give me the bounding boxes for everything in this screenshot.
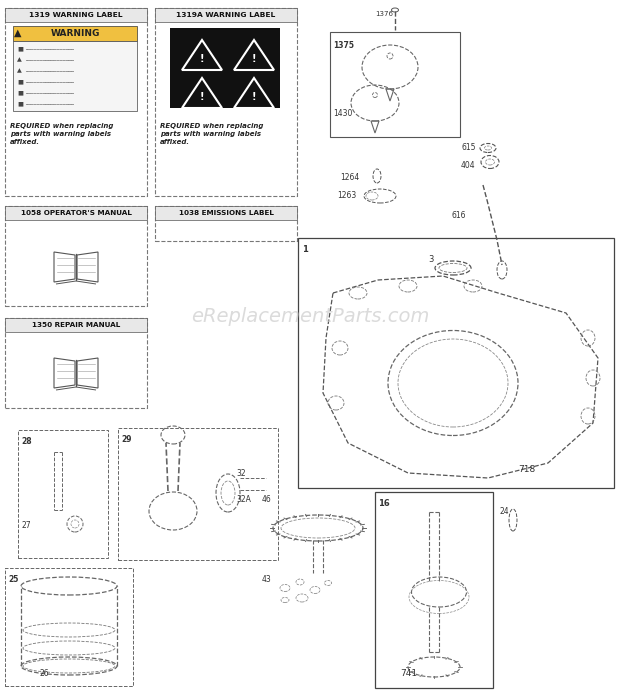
Text: !: ! — [200, 92, 204, 102]
Text: !: ! — [200, 54, 204, 64]
Bar — [330, 32, 460, 137]
Text: ─────────────────: ───────────────── — [25, 101, 74, 107]
Text: 1319 WARNING LABEL: 1319 WARNING LABEL — [29, 12, 123, 18]
Text: 26: 26 — [40, 669, 50, 678]
Text: 1264: 1264 — [340, 173, 359, 182]
Bar — [155, 206, 297, 241]
Bar — [13, 41, 137, 111]
Text: ─────────────────: ───────────────── — [25, 69, 74, 73]
Text: ■: ■ — [17, 91, 23, 96]
Text: 1263: 1263 — [337, 191, 356, 200]
Text: REQUIRED when replacing
parts with warning labels
affixed.: REQUIRED when replacing parts with warni… — [10, 123, 113, 145]
Text: 1: 1 — [302, 245, 308, 254]
Text: 1058 OPERATOR'S MANUAL: 1058 OPERATOR'S MANUAL — [20, 210, 131, 216]
Text: 28: 28 — [21, 437, 32, 446]
Text: 24: 24 — [500, 507, 510, 516]
Bar — [5, 8, 147, 196]
Text: !: ! — [252, 54, 256, 64]
Text: ─────────────────: ───────────────── — [25, 91, 74, 96]
Text: 43: 43 — [262, 575, 272, 584]
Bar — [18, 430, 108, 558]
Bar — [5, 318, 147, 332]
Text: ▲: ▲ — [17, 69, 22, 73]
Text: ■: ■ — [17, 46, 23, 51]
Text: 25: 25 — [8, 574, 19, 584]
Text: ▲: ▲ — [17, 58, 22, 62]
Bar — [155, 8, 297, 196]
Text: ─────────────────: ───────────────── — [25, 80, 74, 85]
Text: 32: 32 — [236, 468, 246, 477]
Text: 718: 718 — [518, 466, 535, 475]
Text: 615: 615 — [461, 143, 476, 152]
Text: ■: ■ — [17, 101, 23, 107]
Text: !: ! — [252, 92, 256, 102]
Text: ■: ■ — [17, 80, 23, 85]
Bar — [298, 238, 614, 488]
Text: 3: 3 — [428, 256, 433, 265]
Bar — [155, 206, 297, 220]
Text: ─────────────────: ───────────────── — [25, 58, 74, 62]
Text: 1319A WARNING LABEL: 1319A WARNING LABEL — [176, 12, 276, 18]
Text: 29: 29 — [121, 435, 131, 444]
Text: 16: 16 — [378, 500, 390, 509]
Text: eReplacementParts.com: eReplacementParts.com — [191, 307, 429, 326]
Text: WARNING: WARNING — [50, 28, 100, 37]
Bar — [375, 492, 493, 688]
Text: REQUIRED when replacing
parts with warning labels
affixed.: REQUIRED when replacing parts with warni… — [160, 123, 264, 145]
Text: 27: 27 — [22, 520, 32, 529]
Bar — [170, 28, 280, 108]
Text: 741: 741 — [400, 669, 417, 678]
Bar — [5, 318, 147, 408]
Bar — [5, 568, 133, 686]
Text: 32A: 32A — [236, 495, 251, 505]
Text: 1038 EMISSIONS LABEL: 1038 EMISSIONS LABEL — [179, 210, 273, 216]
Text: 404: 404 — [461, 161, 476, 170]
Text: 1376: 1376 — [375, 11, 393, 17]
Text: ─────────────────: ───────────────── — [25, 46, 74, 51]
Text: 46: 46 — [262, 495, 272, 505]
Text: ▲: ▲ — [14, 28, 22, 38]
Bar — [13, 26, 137, 41]
Text: 1430: 1430 — [333, 109, 352, 119]
Text: 1375: 1375 — [333, 40, 354, 49]
Bar — [155, 8, 297, 22]
Bar — [118, 428, 278, 560]
Text: 1350 REPAIR MANUAL: 1350 REPAIR MANUAL — [32, 322, 120, 328]
Bar — [5, 8, 147, 22]
Bar — [5, 206, 147, 220]
Bar — [5, 206, 147, 306]
Text: 616: 616 — [451, 211, 466, 220]
